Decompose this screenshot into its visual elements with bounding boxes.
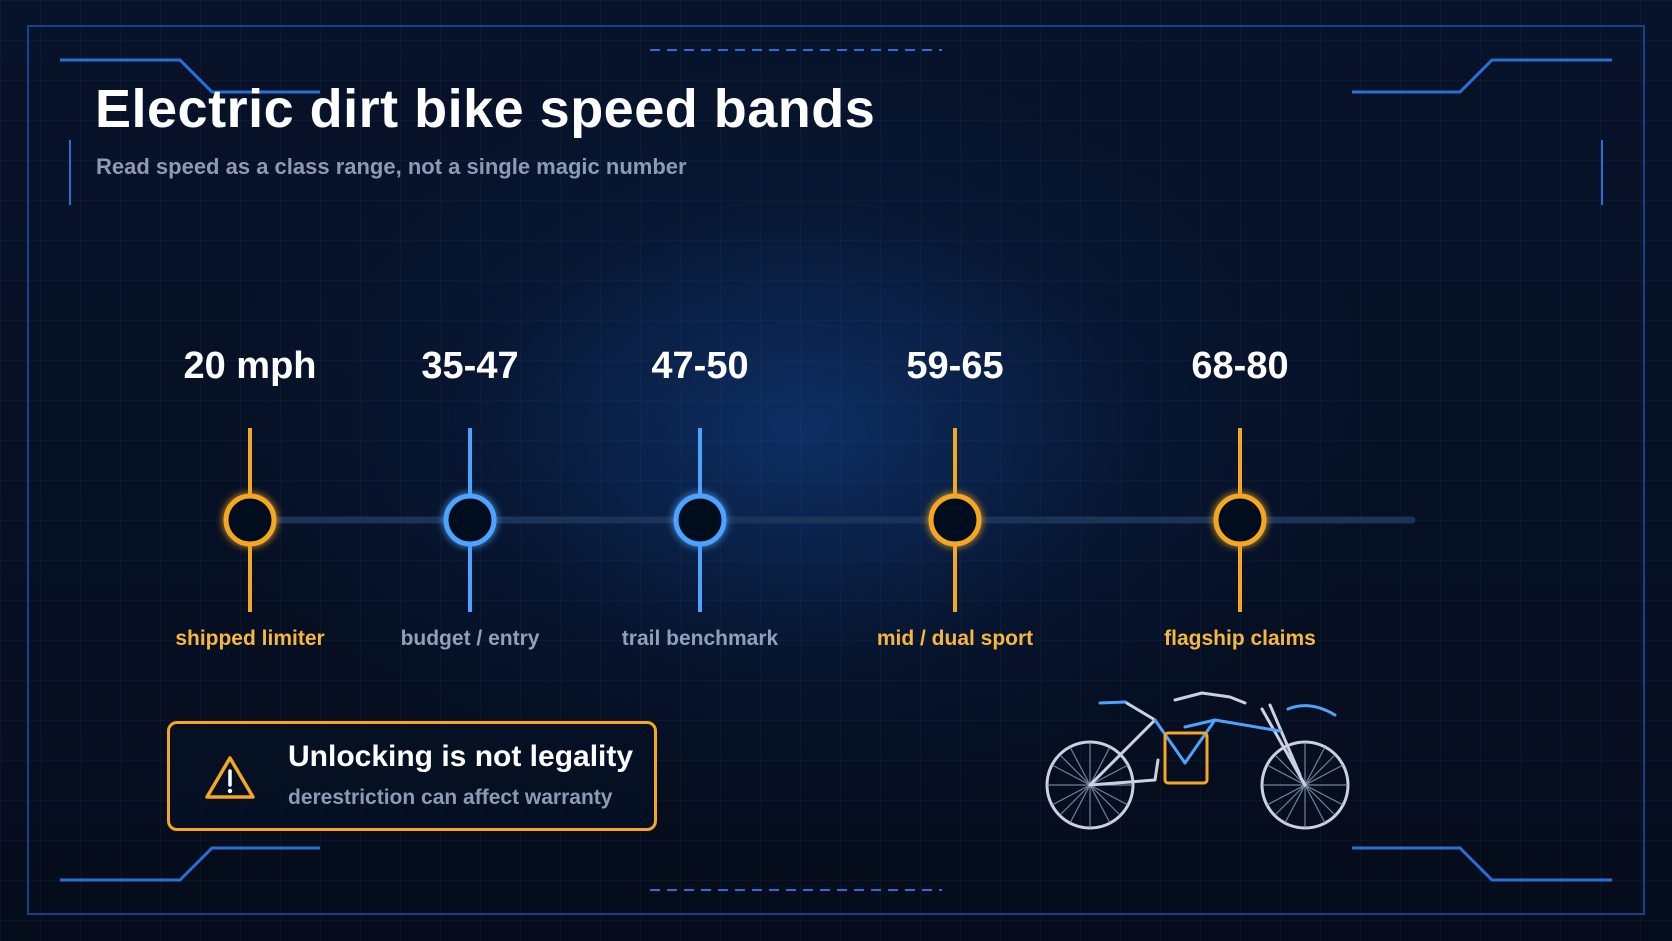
warning-triangle-icon — [205, 756, 255, 799]
band-speed-value: 20 mph — [183, 345, 317, 387]
band-node — [223, 493, 277, 547]
warning-title: Unlocking is not legality — [288, 740, 634, 773]
band-speed-value: 47-50 — [651, 345, 749, 387]
warning-subtitle: derestriction can affect warranty — [288, 786, 613, 809]
band-marker — [443, 428, 497, 612]
band-label: flagship claims — [1164, 627, 1316, 650]
band-label: trail benchmark — [621, 627, 779, 650]
page-title: Electric dirt bike speed bands — [95, 79, 876, 139]
page-subtitle: Read speed as a class range, not a singl… — [96, 154, 687, 179]
band-speed-value: 35-47 — [421, 345, 519, 387]
band-marker — [928, 428, 982, 612]
band-node — [443, 493, 497, 547]
dirt-bike-icon — [1045, 691, 1350, 830]
band-speed-value: 59-65 — [906, 345, 1004, 387]
band-label: budget / entry — [400, 627, 540, 650]
band-label: shipped limiter — [175, 627, 325, 650]
band-marker — [1213, 428, 1267, 612]
band-node — [928, 493, 982, 547]
warning-callout: Unlocking is not legality derestriction … — [167, 721, 657, 831]
band-marker — [673, 428, 727, 612]
band-node — [1213, 493, 1267, 547]
band-speed-value: 68-80 — [1191, 345, 1289, 387]
band-node — [673, 493, 727, 547]
band-marker — [223, 428, 277, 612]
band-label: mid / dual sport — [876, 627, 1034, 650]
